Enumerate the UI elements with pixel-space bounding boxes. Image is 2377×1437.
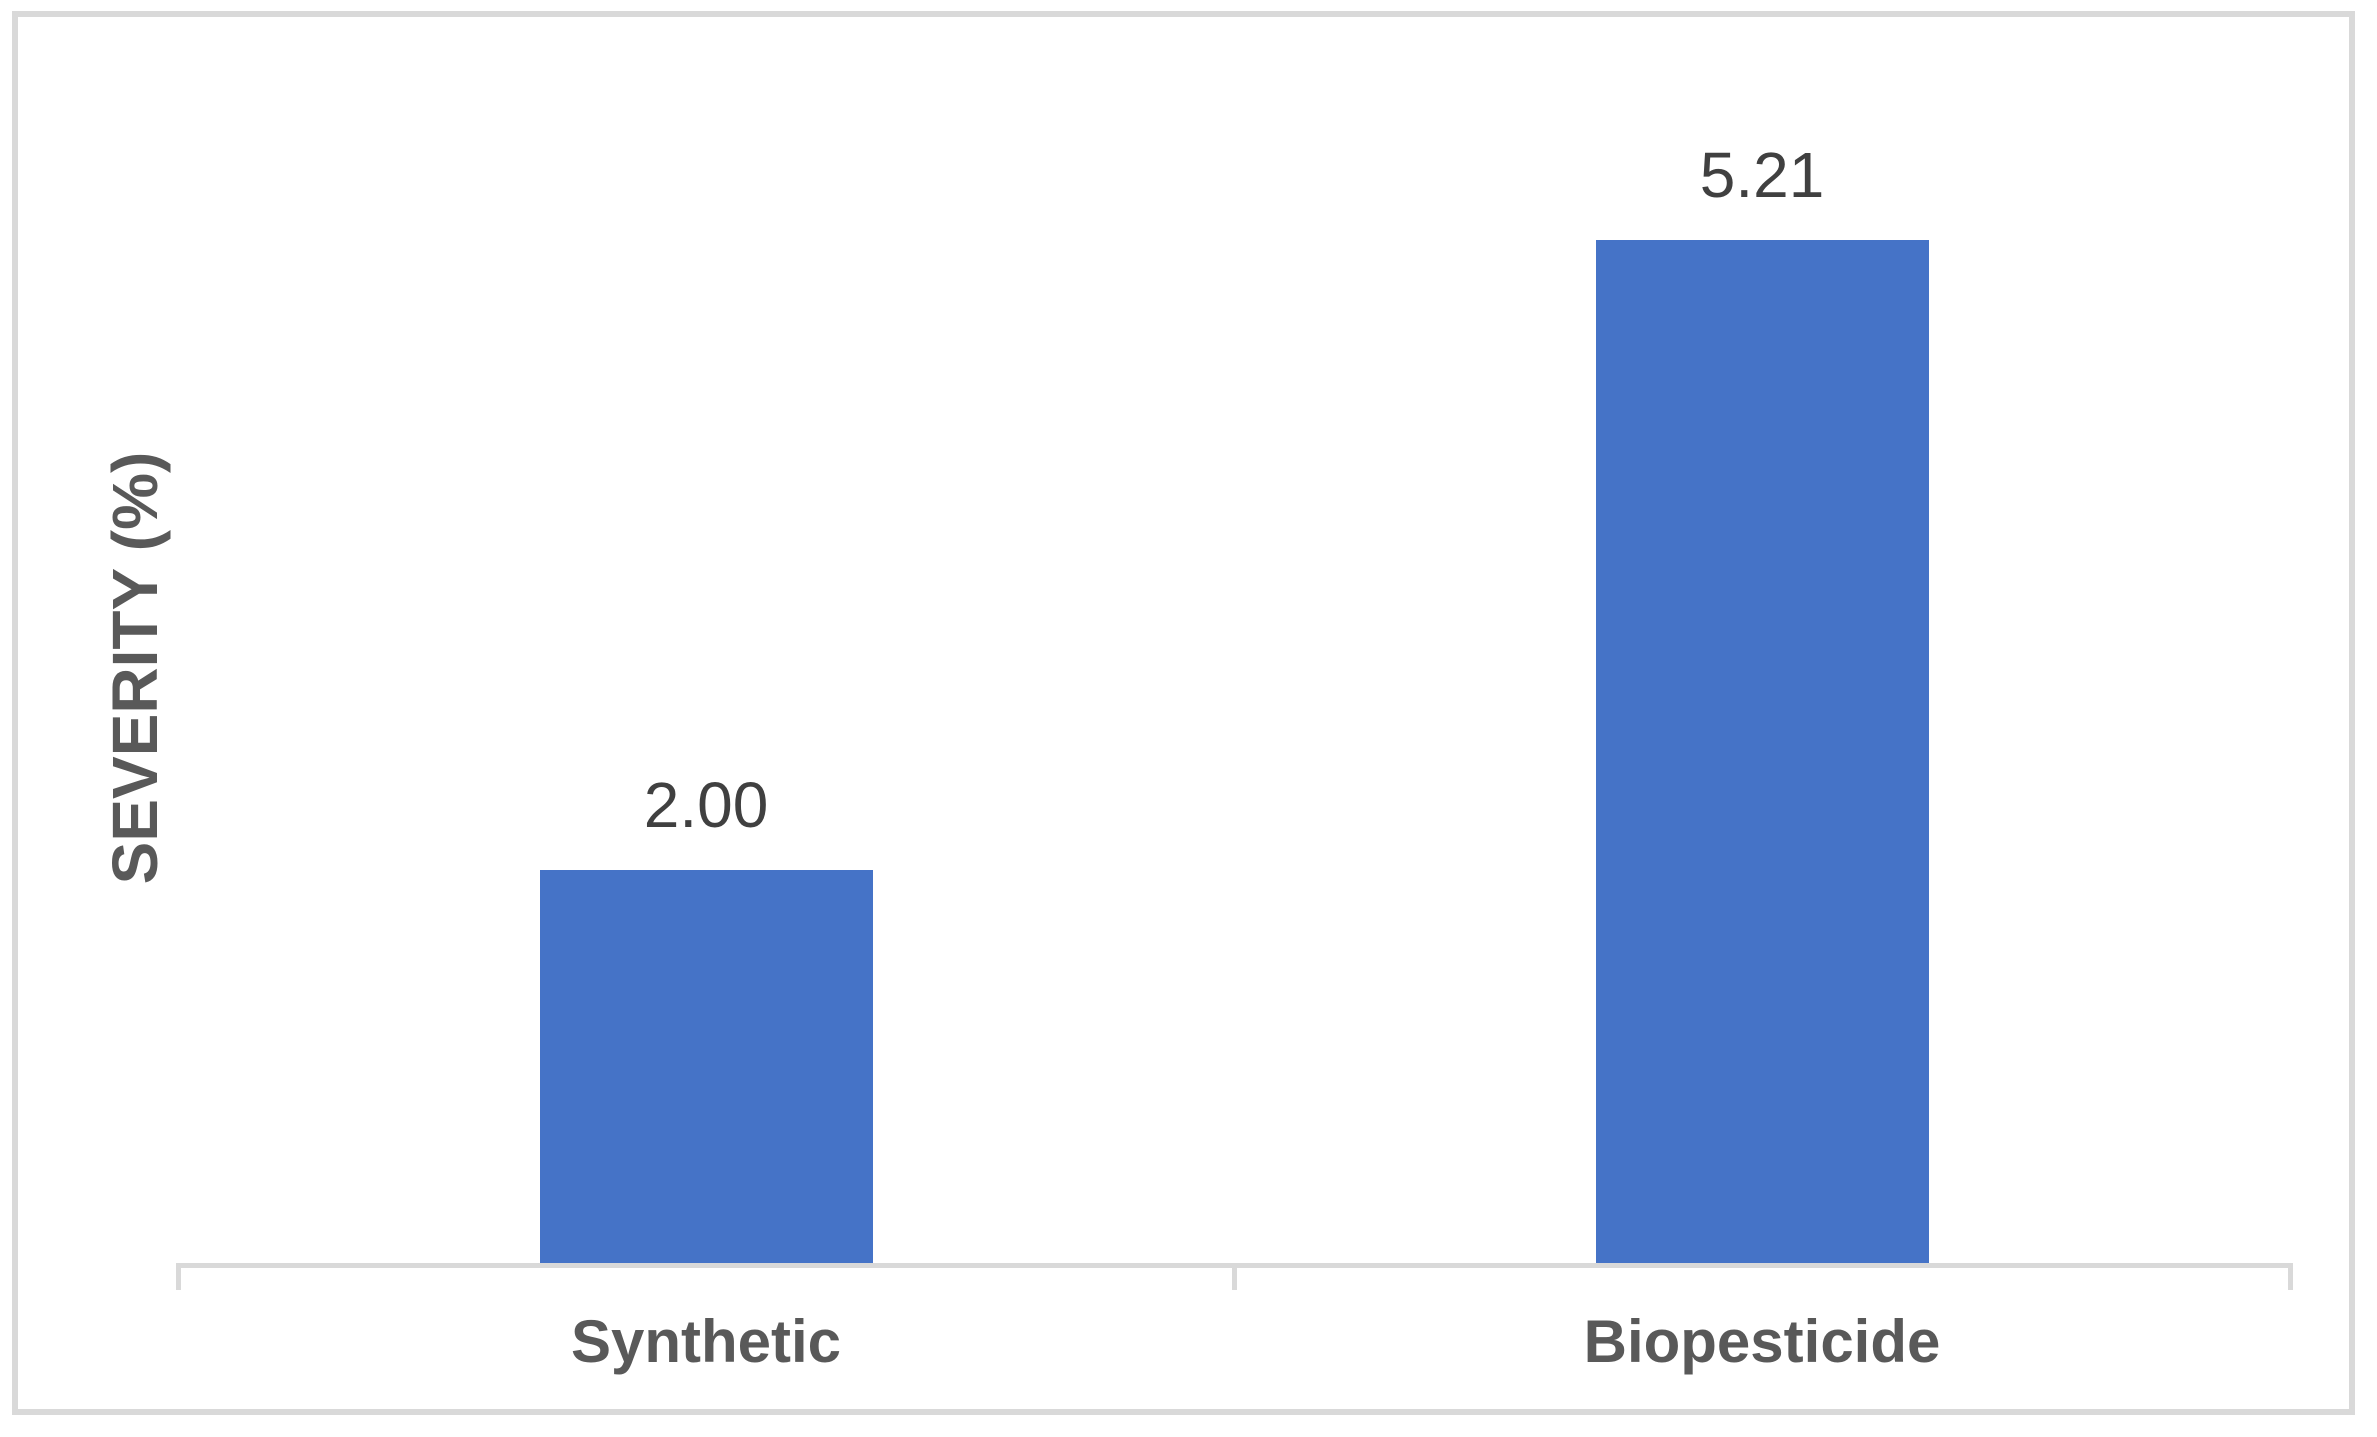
bar-synthetic bbox=[539, 870, 873, 1263]
bar-value-label: 5.21 bbox=[1699, 139, 1825, 211]
x-category-label: Biopesticide bbox=[1583, 1308, 1941, 1375]
x-axis-tick bbox=[176, 1263, 181, 1290]
bar-biopesticide bbox=[1595, 240, 1929, 1263]
x-category-label: Synthetic bbox=[570, 1308, 842, 1375]
y-axis-title: SEVERITY (%) bbox=[99, 451, 171, 885]
chart-border-frame bbox=[12, 11, 2355, 1415]
x-axis-tick bbox=[2288, 1263, 2293, 1290]
x-axis-tick bbox=[1232, 1263, 1237, 1290]
bar-value-label: 2.00 bbox=[643, 769, 769, 841]
